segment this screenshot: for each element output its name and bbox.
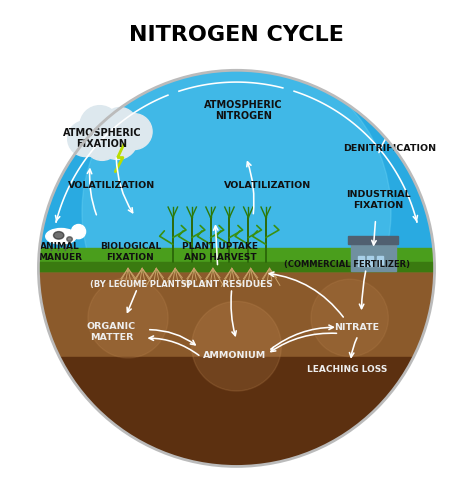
Bar [351, 244, 396, 271]
Ellipse shape [46, 229, 76, 244]
Text: DENITRIFICATION: DENITRIFICATION [343, 144, 436, 153]
Circle shape [311, 279, 388, 357]
Text: ATMOSPHERIC
FIXATION: ATMOSPHERIC FIXATION [63, 128, 141, 150]
Bar [348, 237, 398, 244]
Bar [38, 262, 435, 271]
Text: NITRATE: NITRATE [334, 323, 379, 332]
Bar [367, 256, 373, 265]
Text: (COMMERCIAL FERTILIZER): (COMMERCIAL FERTILIZER) [284, 260, 411, 269]
Bar [38, 357, 435, 467]
Circle shape [84, 125, 120, 160]
Text: PLANT UPTAKE
AND HARVEST: PLANT UPTAKE AND HARVEST [182, 242, 258, 261]
Circle shape [38, 70, 435, 467]
Circle shape [82, 57, 391, 366]
Text: VOLATILIZATION: VOLATILIZATION [68, 181, 155, 190]
Circle shape [192, 301, 281, 391]
Text: ANIMAL
MANUER: ANIMAL MANUER [38, 242, 82, 261]
Circle shape [116, 114, 152, 150]
Ellipse shape [53, 232, 64, 239]
Text: NITROGEN CYCLE: NITROGEN CYCLE [129, 25, 344, 45]
Circle shape [80, 106, 120, 145]
Text: PLANT RESIDUES: PLANT RESIDUES [186, 280, 273, 289]
Text: INDUSTRIAL
FIXATION: INDUSTRIAL FIXATION [346, 190, 410, 210]
Circle shape [88, 278, 168, 358]
Ellipse shape [67, 237, 72, 242]
Text: (BY LEGUME PLANTS): (BY LEGUME PLANTS) [89, 280, 190, 289]
Bar [358, 256, 364, 265]
Circle shape [68, 121, 104, 157]
Text: BIOLOGICAL
FIXATION: BIOLOGICAL FIXATION [100, 242, 161, 261]
Text: LEACHING LOSS: LEACHING LOSS [307, 365, 387, 374]
Bar [38, 248, 435, 271]
Bar [38, 261, 435, 467]
Text: ATMOSPHERIC
NITROGEN: ATMOSPHERIC NITROGEN [204, 100, 283, 121]
Bar [377, 256, 383, 265]
Circle shape [96, 118, 138, 159]
Circle shape [103, 108, 137, 142]
Text: AMMONIUM: AMMONIUM [202, 351, 266, 360]
Text: VOLATILIZATION: VOLATILIZATION [224, 181, 311, 190]
Circle shape [71, 225, 86, 239]
Text: ORGANIC
MATTER: ORGANIC MATTER [87, 322, 136, 342]
